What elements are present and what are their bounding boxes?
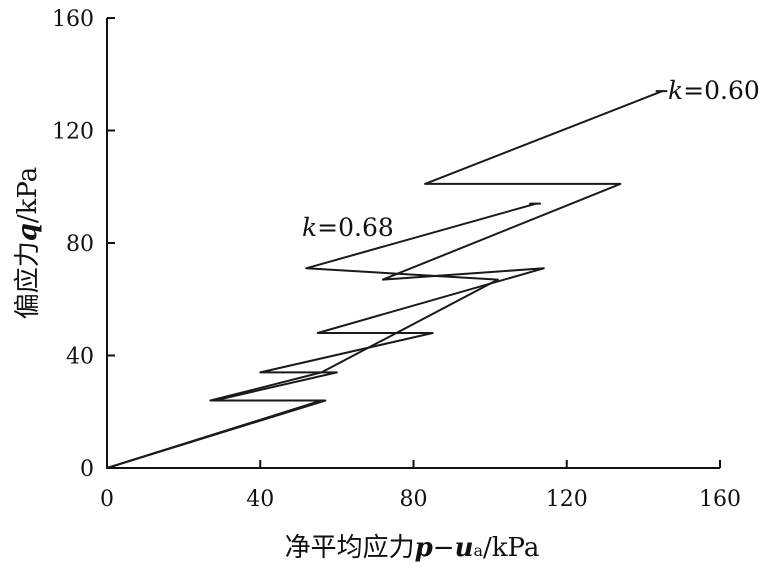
- annotation-k068-value: =0.68: [317, 213, 394, 242]
- x-tick-label: 0: [100, 487, 114, 512]
- y-axis-title-unit: /kPa: [13, 167, 43, 223]
- y-axis-title-q: q: [13, 223, 43, 241]
- y-tick-label: 80: [66, 232, 94, 257]
- series-group: [106, 90, 668, 469]
- annotation-k060-symbol: k: [668, 76, 683, 105]
- y-tick-label: 40: [66, 345, 94, 370]
- annotation-k068-symbol: k: [302, 213, 317, 242]
- y-tick-label: 120: [52, 120, 94, 145]
- x-tick-label: 120: [546, 487, 588, 512]
- x-axis-title-dash: −: [433, 533, 455, 563]
- x-axis-title-unit: /kPa: [483, 533, 539, 563]
- y-axis-title: 偏应力q/kPa: [13, 167, 43, 320]
- x-tick-label: 80: [400, 487, 428, 512]
- annotation-k060-value: =0.60: [683, 76, 760, 105]
- tick-labels: 0 40 80 120 160 0 40 80 120 160: [52, 7, 741, 512]
- x-axis-title-u: u: [455, 533, 474, 563]
- x-tick-label: 40: [246, 487, 274, 512]
- x-axis-title-main: 净平均应力: [285, 533, 415, 563]
- annotation-k060: k=0.60: [668, 76, 760, 105]
- y-axis-title-main: 偏应力: [13, 241, 43, 319]
- x-axis-title-sub: a: [474, 541, 484, 560]
- x-axis-title: 净平均应力p−ua/kPa: [285, 533, 540, 563]
- series-line-1: [106, 202, 538, 469]
- ticks: [106, 17, 721, 469]
- series-line-0: [106, 90, 664, 469]
- x-tick-label: 160: [699, 487, 741, 512]
- y-tick-label: 160: [52, 7, 94, 32]
- y-tick-label: 0: [80, 457, 94, 482]
- annotation-k068: k=0.68: [302, 213, 394, 242]
- x-axis-title-p: p: [415, 533, 433, 563]
